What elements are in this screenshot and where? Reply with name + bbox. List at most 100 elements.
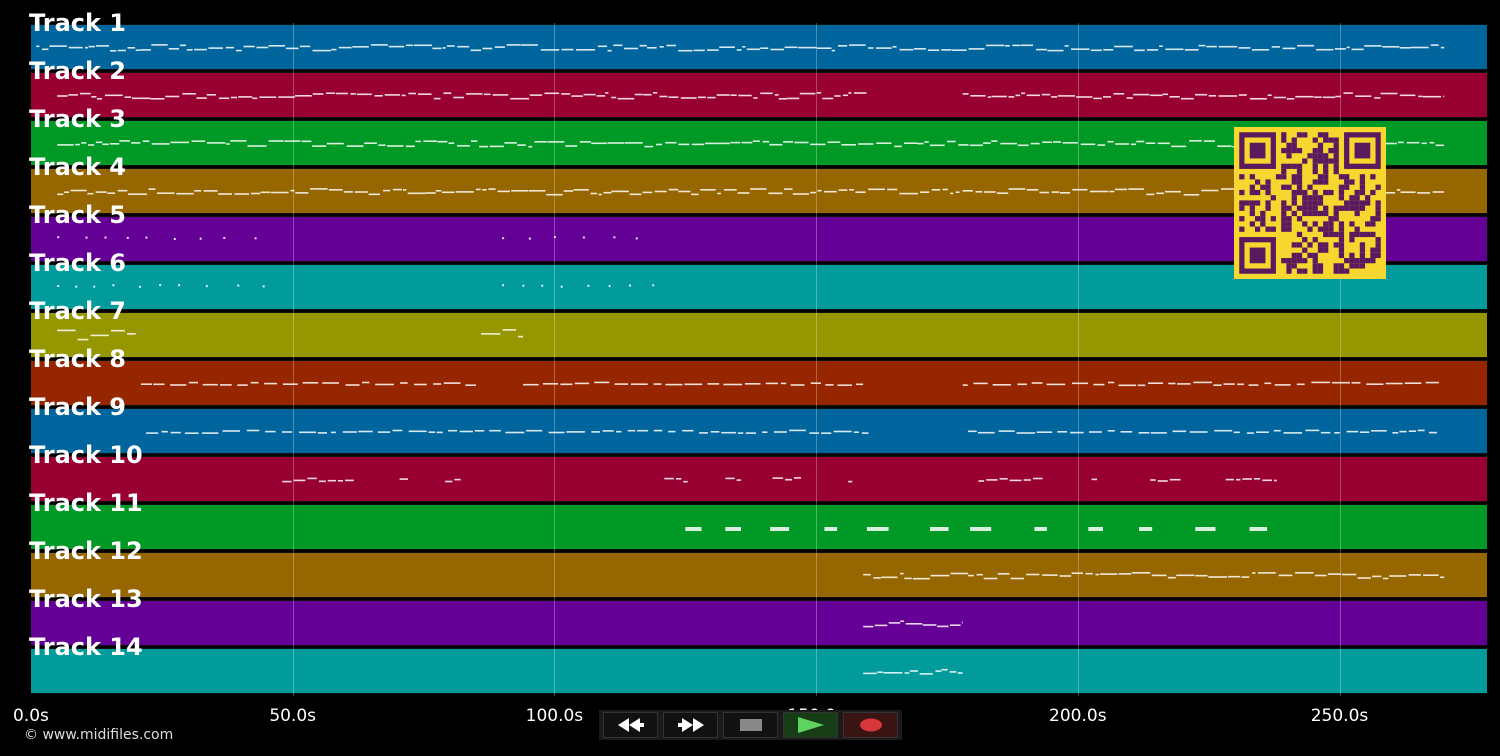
- note: [1090, 49, 1102, 52]
- note: [1047, 49, 1064, 52]
- note: [762, 431, 768, 433]
- note: [282, 383, 298, 385]
- note: [548, 431, 565, 434]
- note: [1432, 191, 1445, 193]
- note: [950, 192, 954, 195]
- note: [140, 49, 151, 51]
- note: [1150, 432, 1167, 434]
- note: [1195, 93, 1208, 96]
- note: [95, 191, 107, 193]
- note: [858, 143, 874, 145]
- note: [1057, 431, 1068, 433]
- note: [1118, 573, 1132, 575]
- note: [560, 383, 573, 386]
- note: [904, 577, 912, 580]
- note: [1012, 44, 1021, 47]
- tick-label: 0.0s: [13, 706, 49, 726]
- note: [927, 49, 940, 51]
- note: [685, 527, 702, 531]
- note: [1421, 142, 1427, 145]
- track-notes-1: [36, 44, 1445, 52]
- note: [282, 480, 292, 483]
- note: [1189, 140, 1202, 142]
- stop-button[interactable]: [723, 712, 778, 738]
- note: [354, 191, 368, 193]
- note: [57, 95, 68, 97]
- note: [1165, 48, 1184, 51]
- note: [1005, 45, 1010, 47]
- track-row-12[interactable]: [31, 552, 1487, 598]
- play-icon: [797, 717, 824, 733]
- track-row-13[interactable]: [31, 600, 1487, 646]
- note: [900, 572, 904, 575]
- note: [201, 432, 219, 434]
- note: [466, 93, 483, 95]
- rewind-button[interactable]: [603, 712, 658, 738]
- track-notes-14: [863, 668, 963, 675]
- note: [957, 672, 963, 674]
- note: [1000, 142, 1017, 145]
- note: [1221, 188, 1235, 190]
- note: [853, 431, 859, 433]
- note: [504, 142, 517, 144]
- note: [986, 479, 998, 481]
- note: [342, 431, 357, 433]
- note: [443, 382, 461, 384]
- note: [236, 49, 242, 52]
- play-button[interactable]: [783, 712, 838, 738]
- note: [251, 192, 261, 195]
- track-row-7[interactable]: [31, 312, 1487, 358]
- note: [223, 237, 226, 239]
- note: [474, 430, 485, 432]
- note: [1410, 46, 1429, 49]
- note: [1070, 431, 1084, 434]
- copyright-text: © www.midifiles.com: [24, 727, 174, 743]
- note: [375, 383, 394, 386]
- note: [765, 382, 778, 385]
- track-row-11[interactable]: [31, 504, 1487, 550]
- note: [822, 97, 834, 100]
- note: [408, 430, 427, 433]
- track-notes-2: [57, 92, 1445, 100]
- note: [230, 140, 247, 142]
- note: [920, 191, 930, 193]
- note: [772, 477, 784, 479]
- note: [1314, 96, 1322, 98]
- note: [1213, 384, 1222, 386]
- note: [546, 193, 563, 196]
- note: [1176, 574, 1195, 577]
- grid-line: [292, 23, 294, 696]
- track-row-14[interactable]: [31, 648, 1487, 694]
- track-row-1[interactable]: [31, 24, 1487, 70]
- note: [1180, 97, 1194, 100]
- note: [573, 189, 589, 191]
- note: [1400, 191, 1416, 193]
- record-button[interactable]: [843, 712, 898, 738]
- fast-forward-button[interactable]: [663, 712, 718, 738]
- note: [1114, 45, 1133, 48]
- note: [146, 432, 159, 434]
- note: [330, 431, 336, 434]
- note: [194, 190, 202, 192]
- note: [1034, 527, 1047, 531]
- note: [88, 45, 95, 48]
- note: [659, 95, 668, 98]
- note: [1062, 142, 1078, 144]
- note: [423, 140, 437, 142]
- note: [455, 191, 474, 193]
- note: [899, 192, 918, 195]
- note: [762, 140, 770, 143]
- note: [838, 189, 848, 191]
- note: [707, 383, 720, 385]
- note: [510, 97, 529, 100]
- note: [400, 382, 408, 384]
- note: [408, 92, 416, 95]
- note: [955, 191, 960, 193]
- note: [975, 191, 983, 193]
- note: [1064, 45, 1069, 47]
- note: [358, 430, 373, 433]
- note: [1051, 96, 1058, 98]
- note: [753, 97, 758, 99]
- note: [199, 237, 202, 240]
